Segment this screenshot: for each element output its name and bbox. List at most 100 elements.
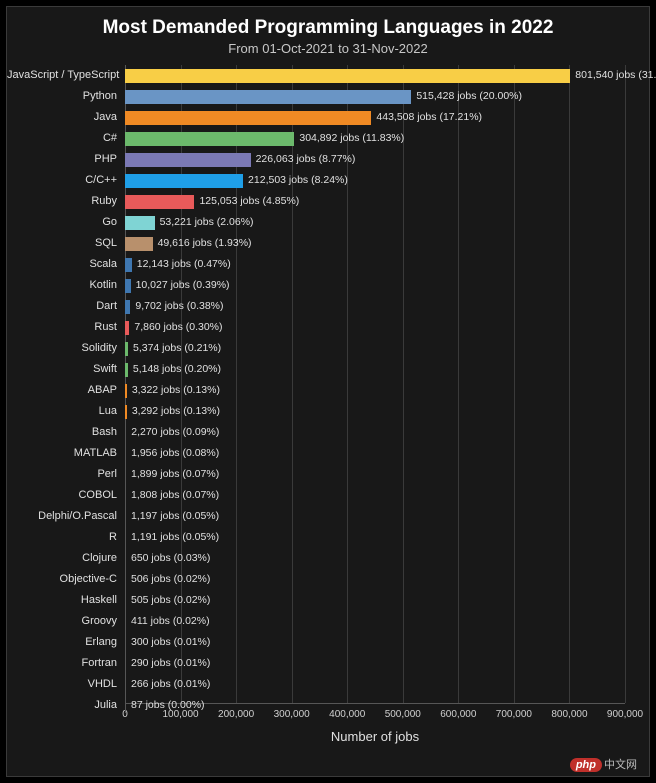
bar-value-label: 506 jobs (0.02%) xyxy=(131,573,210,585)
grid-line xyxy=(458,65,459,703)
bar-value-label: 226,063 jobs (8.77%) xyxy=(256,153,356,165)
bar-value-label: 5,374 jobs (0.21%) xyxy=(133,342,221,354)
bar xyxy=(125,384,127,398)
y-axis-label: Bash xyxy=(7,426,117,438)
bar xyxy=(125,174,243,188)
bar-value-label: 49,616 jobs (1.93%) xyxy=(158,237,252,249)
bar xyxy=(125,111,371,125)
watermark: php中文网 xyxy=(570,756,637,772)
x-tick-label: 400,000 xyxy=(329,709,365,720)
y-axis-label: Go xyxy=(7,216,117,228)
chart-frame: Most Demanded Programming Languages in 2… xyxy=(6,6,650,777)
bar xyxy=(125,678,126,692)
bar xyxy=(125,216,155,230)
x-tick-label: 600,000 xyxy=(440,709,476,720)
bar-value-label: 304,892 jobs (11.83%) xyxy=(299,132,404,144)
bar-value-label: 3,322 jobs (0.13%) xyxy=(132,384,220,396)
bar xyxy=(125,573,126,587)
y-axis-label: Delphi/O.Pascal xyxy=(7,510,117,522)
x-tick-label: 300,000 xyxy=(274,709,310,720)
y-axis-label: Erlang xyxy=(7,636,117,648)
bar xyxy=(125,510,126,524)
bar-value-label: 801,540 jobs (31.10%) xyxy=(575,69,656,81)
y-axis-label: Perl xyxy=(7,468,117,480)
y-axis-label: COBOL xyxy=(7,489,117,501)
bar xyxy=(125,699,126,713)
bar-value-label: 212,503 jobs (8.24%) xyxy=(248,174,348,186)
bar xyxy=(125,426,126,440)
bar xyxy=(125,447,126,461)
y-axis-label: Dart xyxy=(7,300,117,312)
y-axis-label: Java xyxy=(7,111,117,123)
bar-value-label: 505 jobs (0.02%) xyxy=(131,594,210,606)
bar-value-label: 87 jobs (0.00%) xyxy=(131,699,205,711)
y-axis-label: Rust xyxy=(7,321,117,333)
bar-value-label: 1,956 jobs (0.08%) xyxy=(131,447,219,459)
bar xyxy=(125,405,127,419)
bar-value-label: 411 jobs (0.02%) xyxy=(131,615,210,627)
y-axis-label: Scala xyxy=(7,258,117,270)
grid-line xyxy=(569,65,570,703)
bar-value-label: 10,027 jobs (0.39%) xyxy=(136,279,230,291)
bar-value-label: 300 jobs (0.01%) xyxy=(131,636,210,648)
y-axis-label: MATLAB xyxy=(7,447,117,459)
y-axis-label: Lua xyxy=(7,405,117,417)
bar-value-label: 2,270 jobs (0.09%) xyxy=(131,426,219,438)
bar-value-label: 12,143 jobs (0.47%) xyxy=(137,258,231,270)
y-axis-label: Groovy xyxy=(7,615,117,627)
watermark-text: 中文网 xyxy=(604,759,637,771)
bar-value-label: 1,899 jobs (0.07%) xyxy=(131,468,219,480)
chart-title: Most Demanded Programming Languages in 2… xyxy=(7,7,649,39)
y-axis-label: Fortran xyxy=(7,657,117,669)
y-axis-label: R xyxy=(7,531,117,543)
bar xyxy=(125,615,126,629)
bar xyxy=(125,237,153,251)
bar xyxy=(125,363,128,377)
watermark-badge: php xyxy=(570,758,602,772)
bar-value-label: 125,053 jobs (4.85%) xyxy=(199,195,299,207)
bar xyxy=(125,90,411,104)
x-axis-title: Number of jobs xyxy=(125,729,625,744)
bar xyxy=(125,321,129,335)
bar xyxy=(125,657,126,671)
y-axis-label: Python xyxy=(7,90,117,102)
y-axis-label: Swift xyxy=(7,363,117,375)
bar-value-label: 1,191 jobs (0.05%) xyxy=(131,531,219,543)
bar-value-label: 650 jobs (0.03%) xyxy=(131,552,210,564)
bar-value-label: 3,292 jobs (0.13%) xyxy=(132,405,220,417)
y-axis-label: Clojure xyxy=(7,552,117,564)
y-axis-label: JavaScript / TypeScript xyxy=(7,69,117,81)
x-tick-label: 800,000 xyxy=(551,709,587,720)
y-axis-label: VHDL xyxy=(7,678,117,690)
bar xyxy=(125,195,194,209)
y-axis-label: C# xyxy=(7,132,117,144)
y-axis-label: Haskell xyxy=(7,594,117,606)
y-axis-label: C/C++ xyxy=(7,174,117,186)
bar xyxy=(125,489,126,503)
bar-value-label: 1,808 jobs (0.07%) xyxy=(131,489,219,501)
chart-subtitle: From 01-Oct-2021 to 31-Nov-2022 xyxy=(7,39,649,64)
bar xyxy=(125,468,126,482)
bar xyxy=(125,153,251,167)
bar xyxy=(125,342,128,356)
bar-value-label: 5,148 jobs (0.20%) xyxy=(133,363,221,375)
bar xyxy=(125,69,570,83)
bar xyxy=(125,531,126,545)
bar xyxy=(125,636,126,650)
bar-value-label: 9,702 jobs (0.38%) xyxy=(135,300,223,312)
bar-value-label: 53,221 jobs (2.06%) xyxy=(160,216,254,228)
grid-line xyxy=(514,65,515,703)
y-axis-label: Ruby xyxy=(7,195,117,207)
bar xyxy=(125,594,126,608)
bar xyxy=(125,552,126,566)
grid-line xyxy=(403,65,404,703)
bar-value-label: 1,197 jobs (0.05%) xyxy=(131,510,219,522)
y-axis-label: Julia xyxy=(7,699,117,711)
x-tick-label: 700,000 xyxy=(496,709,532,720)
bar xyxy=(125,300,130,314)
x-tick-label: 900,000 xyxy=(607,709,643,720)
y-axis-label: SQL xyxy=(7,237,117,249)
y-axis-label: Kotlin xyxy=(7,279,117,291)
y-axis-label: Objective-C xyxy=(7,573,117,585)
y-axis-label: ABAP xyxy=(7,384,117,396)
